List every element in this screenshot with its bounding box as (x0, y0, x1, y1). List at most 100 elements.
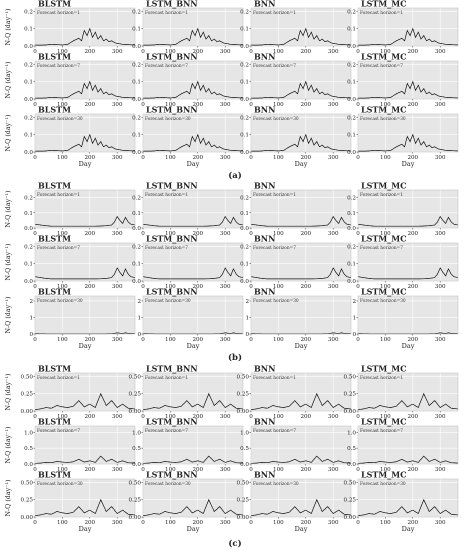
y-tick-label: 0.00 (237, 515, 250, 521)
subplot-title: BLSTM (38, 181, 71, 191)
x-tick-label: 100 (273, 49, 284, 55)
plot-background (35, 61, 135, 99)
y-tick-label: 0.25 (129, 498, 142, 504)
y-tick-label: 1 (137, 315, 141, 321)
y-tick-label: 0.2 (240, 9, 249, 15)
subplot: LSTM_BNN Forecast horizon=30 0.0 0.1 0.2 0 100… (132, 105, 244, 168)
subplot: LSTM_BNN Forecast horizon=1 0.0 0.1 0.2 0 100 2… (132, 181, 244, 237)
horizon-annotation: Forecast horizon=1 (37, 11, 80, 16)
plot-background (143, 479, 243, 517)
plot-border (250, 372, 352, 412)
y-tick-label: 0.25 (237, 498, 250, 504)
y-tick-label: 0.0 (24, 226, 33, 232)
x-tick-label: 100 (57, 337, 68, 343)
plot-background (35, 243, 135, 281)
horizon-annotation: Forecast horizon=7 (145, 429, 188, 434)
plot-background (358, 190, 458, 228)
x-tick-label: 300 (328, 231, 339, 237)
y-tick-label: 0.25 (21, 392, 34, 398)
horizon-annotation: Forecast horizon=1 (253, 376, 296, 381)
x-tick-label: 0 (249, 520, 253, 526)
subplot-title: BNN (254, 417, 275, 427)
x-tick-label: 0 (33, 155, 37, 161)
y-tick-label: 0.1 (132, 27, 141, 33)
plot-border (142, 478, 244, 518)
x-tick-label: 0 (249, 231, 253, 237)
subplot: BNN Forecast horizon=7 0.0 0.1 0.2 0 100 200 300 (240, 234, 352, 290)
x-tick-label: 100 (165, 155, 176, 161)
horizon-annotation: Forecast horizon=30 (253, 117, 299, 122)
x-tick-label: 200 (300, 155, 311, 161)
plot-border (357, 60, 459, 100)
x-axis-label: Day (187, 342, 200, 350)
subplot: BNN Forecast horizon=7 0.0 0.5 1.0 0 100 200 300 (240, 417, 352, 473)
subplot: BLSTM Forecast horizon=30 0.00 0.25 0.50 0 100… (21, 470, 136, 533)
x-tick-label: 100 (380, 155, 391, 161)
subplot-title: BNN (254, 0, 275, 9)
plot-background (358, 479, 458, 517)
y-tick-label: 0.0 (132, 462, 141, 468)
y-axis-label: N-Q (day⁻¹) (5, 115, 12, 152)
y-tick-label: 0 (245, 332, 249, 338)
subplot-title: LSTM_BNN (146, 0, 198, 9)
x-tick-label: 0 (249, 337, 253, 343)
x-tick-label: 100 (165, 467, 176, 473)
subplot: LSTM_MC Forecast horizon=1 0.0 0.1 0.2 0 100 20… (347, 181, 459, 237)
plot-border (250, 7, 352, 47)
y-tick-label: 0.2 (347, 115, 356, 121)
observed-line (250, 267, 352, 280)
horizon-annotation: Forecast horizon=1 (360, 193, 403, 198)
x-tick-label: 0 (356, 155, 360, 161)
y-tick-label: 0.2 (240, 115, 249, 121)
y-tick-label: 0.0 (132, 97, 141, 103)
y-tick-label: 0.2 (132, 62, 141, 68)
plot-border (34, 372, 136, 412)
subplot: BLSTM Forecast horizon=30 0 1 2 0 100 200 300 Day (29, 287, 136, 350)
x-tick-label: 300 (220, 467, 231, 473)
plot-background (35, 8, 135, 46)
x-tick-label: 200 (300, 467, 311, 473)
observed-line (35, 27, 136, 46)
x-tick-label: 300 (328, 337, 339, 343)
subplot-title: LSTM_BNN (146, 234, 198, 244)
plot-background (251, 479, 351, 517)
subplot-title: LSTM_MC (361, 234, 406, 244)
observed-line (251, 133, 352, 152)
subplot-title: LSTM_MC (361, 181, 406, 191)
y-axis-label: N-Q (day⁻¹) (5, 427, 12, 464)
horizon-annotation: Forecast horizon=7 (37, 429, 80, 434)
observed-line (357, 392, 458, 410)
horizon-annotation: Forecast horizon=1 (360, 376, 403, 381)
plot-border (142, 113, 244, 153)
y-tick-label: 0.5 (132, 446, 141, 452)
plot-background (143, 114, 243, 152)
x-tick-label: 300 (328, 102, 339, 108)
y-tick-label: 0.25 (344, 498, 357, 504)
x-tick-label: 200 (192, 49, 203, 55)
subplot-title: LSTM_BNN (146, 181, 198, 191)
y-tick-label: 0.1 (24, 262, 33, 268)
x-tick-label: 100 (165, 520, 176, 526)
x-tick-label: 0 (356, 231, 360, 237)
y-tick-label: 0.0 (24, 150, 33, 156)
x-tick-label: 300 (220, 414, 231, 420)
y-tick-label: 0.0 (132, 150, 141, 156)
subplot: BLSTM Forecast horizon=7 0.0 0.5 1.0 0 100 200 3… (24, 417, 136, 473)
y-tick-label: 0.0 (347, 462, 356, 468)
y-tick-label: 1 (352, 315, 356, 321)
y-tick-label: 0.0 (132, 279, 141, 285)
y-tick-label: 0.0 (240, 279, 249, 285)
subplot-title: BLSTM (38, 417, 71, 427)
plot-border (34, 7, 136, 47)
horizon-annotation: Forecast horizon=1 (253, 11, 296, 16)
plot-background (143, 373, 243, 411)
horizon-annotation: Forecast horizon=7 (145, 64, 188, 69)
subplot-title: LSTM_BNN (146, 470, 198, 480)
x-tick-label: 100 (57, 284, 68, 290)
x-tick-label: 300 (220, 49, 231, 55)
x-tick-label: 0 (33, 231, 37, 237)
y-tick-label: 0.2 (347, 62, 356, 68)
y-tick-label: 0.0 (24, 279, 33, 285)
subplot-title: LSTM_MC (361, 105, 406, 115)
horizon-annotation: Forecast horizon=7 (253, 429, 296, 434)
